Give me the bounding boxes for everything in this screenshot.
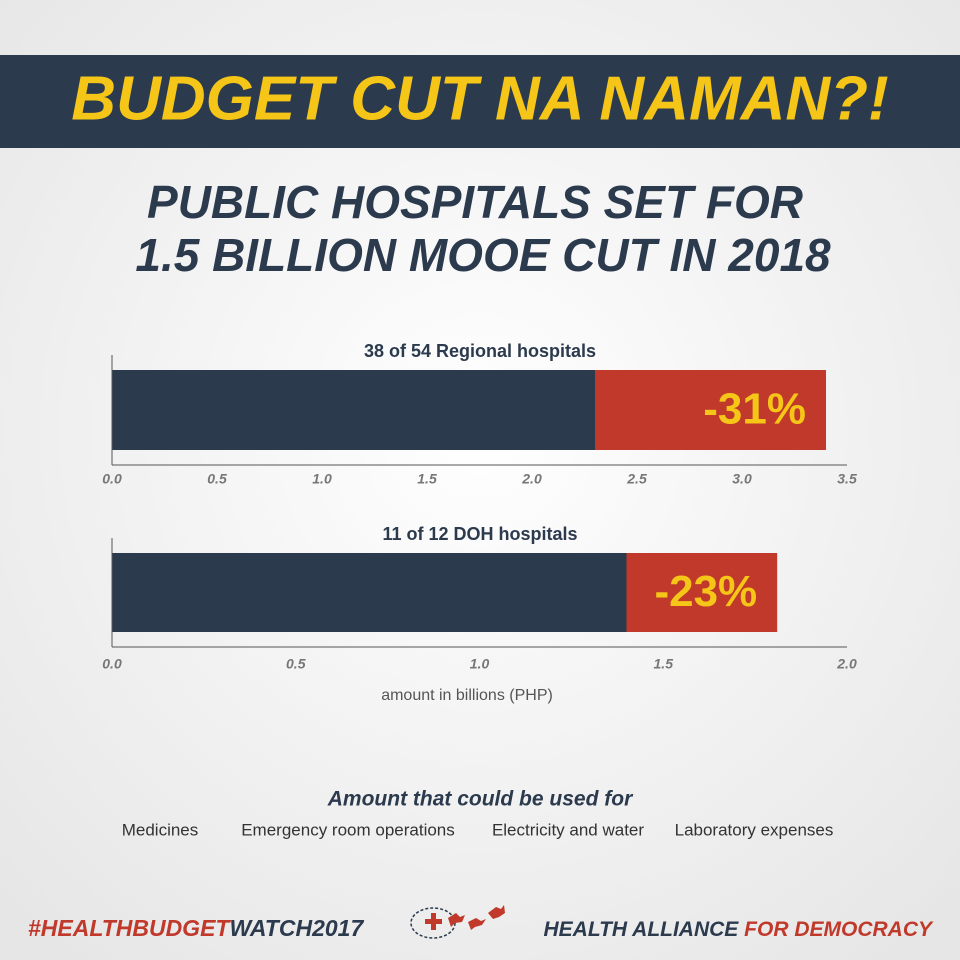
hashtag-part: #HEALTHBUDGET bbox=[28, 915, 231, 941]
annotation: -23% bbox=[654, 567, 757, 616]
banner bbox=[0, 55, 960, 148]
use-item: Electricity and water bbox=[492, 820, 644, 839]
x-tick-label: 3.0 bbox=[732, 471, 752, 487]
organization-part: FOR DEMOCRACY bbox=[744, 918, 934, 941]
x-tick-label: 2.0 bbox=[521, 471, 542, 487]
x-tick-label: 2.0 bbox=[836, 656, 857, 672]
bar-segment bbox=[626, 553, 778, 632]
x-tick-label: 1.5 bbox=[417, 471, 437, 487]
bar-segment bbox=[595, 370, 826, 450]
x-tick-label: 1.5 bbox=[654, 656, 674, 672]
x-tick-label: 1.0 bbox=[470, 656, 490, 672]
bar-segment bbox=[112, 553, 627, 632]
use-item: Emergency room operations bbox=[241, 820, 455, 839]
x-tick-label: 1.0 bbox=[312, 471, 332, 487]
annotation: -31% bbox=[703, 385, 806, 434]
x-axis-label: amount in billions (PHP) bbox=[381, 687, 553, 704]
headline: 1.5 BILLION MOOE CUT IN 2018 bbox=[135, 229, 831, 281]
x-tick-label: 2.5 bbox=[626, 471, 647, 487]
x-tick-label: 3.5 bbox=[837, 471, 857, 487]
hashtag: #HEALTHBUDGETWATCH2017 bbox=[28, 915, 364, 941]
use-item: Laboratory expenses bbox=[675, 820, 834, 839]
chart-title: 38 of 54 Regional hospitals bbox=[364, 341, 596, 361]
headline: PUBLIC HOSPITALS SET FOR bbox=[147, 176, 803, 228]
chart-title: 11 of 12 DOH hospitals bbox=[382, 524, 577, 544]
x-tick-label: 0.5 bbox=[286, 656, 306, 672]
hashtag-part: WATCH2017 bbox=[229, 915, 364, 941]
x-tick-label: 0.5 bbox=[207, 471, 227, 487]
x-tick-label: 0.0 bbox=[102, 656, 122, 672]
organization-part: HEALTH ALLIANCE bbox=[544, 918, 745, 941]
organization: HEALTH ALLIANCE FOR DEMOCRACY bbox=[544, 918, 934, 941]
use-item: Medicines bbox=[122, 820, 199, 839]
x-tick-label: 0.0 bbox=[102, 471, 122, 487]
banner-title: BUDGET CUT NA NAMAN?! bbox=[71, 64, 888, 133]
bar-segment bbox=[112, 370, 595, 450]
logo bbox=[410, 905, 505, 939]
uses-title: Amount that could be used for bbox=[327, 788, 634, 811]
